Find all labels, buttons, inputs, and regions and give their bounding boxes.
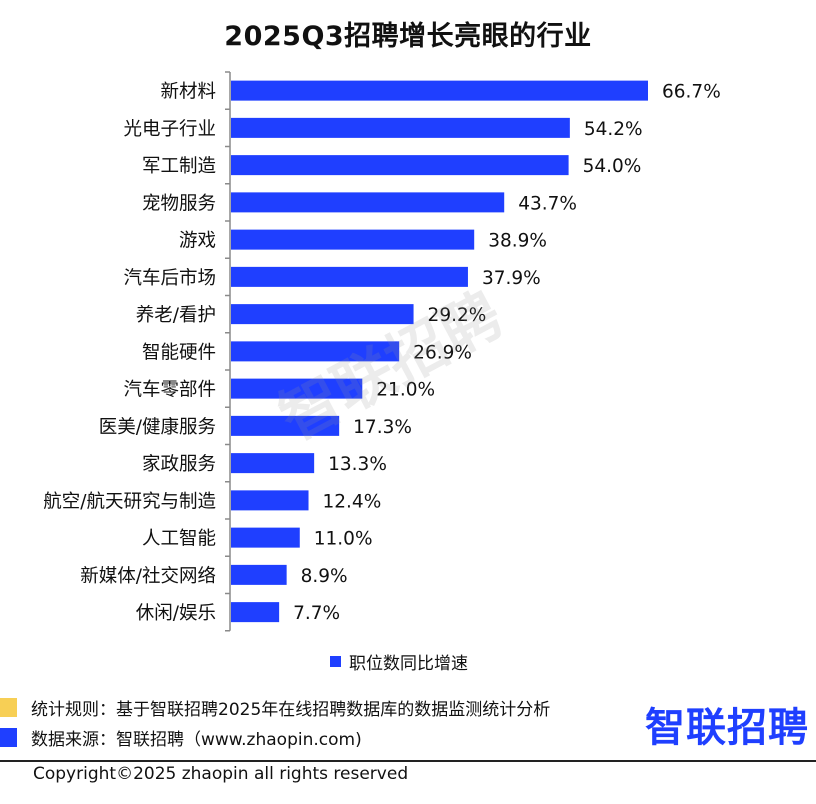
data-label: 11.0% xyxy=(314,529,373,550)
bar xyxy=(231,490,309,511)
note-source-text: 数据来源：智联招聘（www.zhaopin.com) xyxy=(31,729,362,750)
category-label: 军工制造 xyxy=(142,156,216,177)
data-label: 17.3% xyxy=(353,417,412,438)
note-rule-swatch xyxy=(0,697,17,717)
bar xyxy=(231,266,468,287)
category-label: 新材料 xyxy=(160,82,216,103)
category-label: 医美/健康服务 xyxy=(99,417,216,438)
copyright-text: Copyright©2025 zhaopin all rights reserv… xyxy=(33,764,409,784)
chart-legend: 职位数同比增速 xyxy=(330,650,468,674)
bar xyxy=(231,304,414,325)
category-label: 休闲/娱乐 xyxy=(136,603,216,624)
chart-title: 2025Q3招聘增长亮眼的行业 xyxy=(224,21,592,52)
data-label: 66.7% xyxy=(662,82,721,103)
bar xyxy=(231,229,475,250)
footer-divider xyxy=(0,760,816,762)
category-label: 家政服务 xyxy=(142,454,216,475)
bar-chart: 新材料 66.7% 光电子行业 54.2% 军工制造 54.0% 宠物服务 43.7% 游戏 38… xyxy=(43,71,721,632)
legend-label: 职位数同比增速 xyxy=(349,653,468,674)
bar xyxy=(231,527,300,548)
note-source: 数据来源：智联招聘（www.zhaopin.com) xyxy=(0,724,362,750)
bar xyxy=(231,192,505,213)
category-label: 新媒体/社交网络 xyxy=(80,566,216,587)
category-label: 汽车后市场 xyxy=(123,268,216,289)
bar xyxy=(231,80,648,101)
data-label: 38.9% xyxy=(488,231,547,252)
legend-swatch xyxy=(330,655,341,667)
data-label: 26.9% xyxy=(413,342,472,363)
category-label: 智能硬件 xyxy=(142,342,216,363)
data-label: 8.9% xyxy=(301,566,348,587)
data-label: 21.0% xyxy=(376,380,435,401)
bar xyxy=(231,415,340,436)
data-label: 43.7% xyxy=(518,193,577,214)
bar xyxy=(231,564,287,585)
data-label: 29.2% xyxy=(428,305,487,326)
data-label: 7.7% xyxy=(293,603,340,624)
data-label: 54.0% xyxy=(583,156,642,177)
category-label: 游戏 xyxy=(179,231,216,252)
data-label: 12.4% xyxy=(323,491,382,512)
category-label: 汽车零部件 xyxy=(123,380,216,401)
bar xyxy=(231,155,569,176)
note-rule: 统计规则：基于智联招聘2025年在线招聘数据库的数据监测统计分析 xyxy=(0,694,550,720)
zhaopin-logo: 智联招聘 xyxy=(645,705,809,751)
note-rule-text: 统计规则：基于智联招聘2025年在线招聘数据库的数据监测统计分析 xyxy=(31,699,551,720)
category-label: 养老/看护 xyxy=(136,305,216,326)
note-source-swatch xyxy=(0,727,17,747)
bar xyxy=(231,341,400,362)
category-label: 宠物服务 xyxy=(142,193,216,214)
data-label: 54.2% xyxy=(584,119,643,140)
bar xyxy=(231,117,570,138)
category-label: 人工智能 xyxy=(142,529,216,550)
category-label: 航空/航天研究与制造 xyxy=(43,491,216,512)
bar xyxy=(231,378,363,399)
category-label: 光电子行业 xyxy=(123,119,216,140)
bar xyxy=(231,453,315,474)
data-label: 37.9% xyxy=(482,268,541,289)
bar xyxy=(231,602,280,623)
data-label: 13.3% xyxy=(328,454,387,475)
